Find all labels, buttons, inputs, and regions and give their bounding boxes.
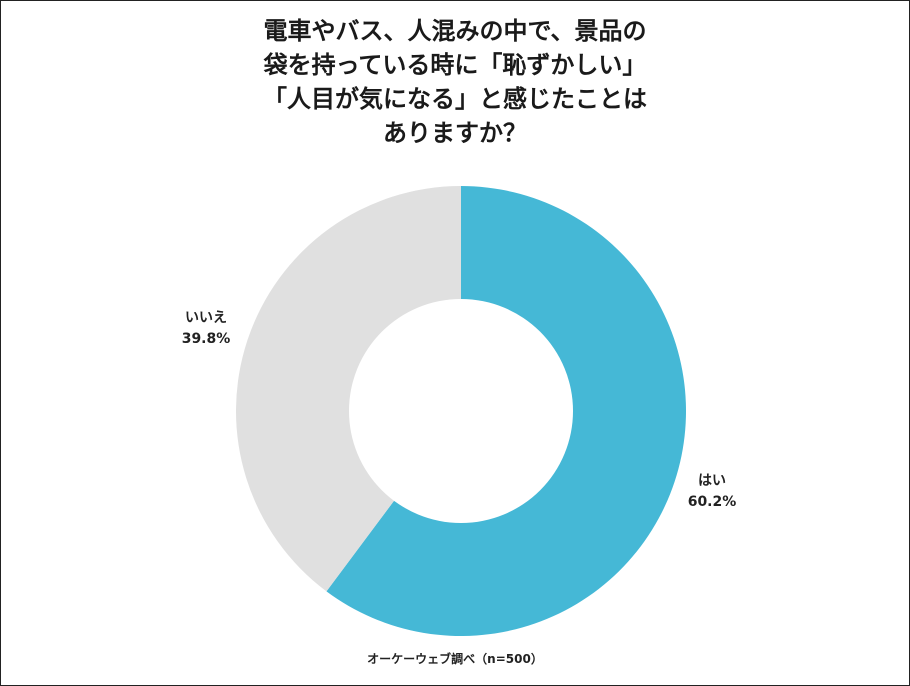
slice-value-yes: 60.2% [688,494,737,510]
chart-title: 電車やバス、人混みの中で、景品の 袋を持っている時に「恥ずかしい」 「人目が気に… [0,14,910,150]
chart-title-line-1: 電車やバス、人混みの中で、景品の [263,17,647,45]
source-note: オーケーウェブ調べ（n=500） [367,652,543,666]
slice-label-no: いいえ [185,310,227,326]
chart-title-line-2: 袋を持っている時に「恥ずかしい」 [263,51,647,79]
slice-no [235,186,461,592]
chart-title-line-3: 「人目が気になる」と感じたことは [263,85,647,113]
slice-label-yes: はい [698,473,726,489]
chart-title-line-4: ありますか？ [383,119,527,147]
donut-hole [349,299,573,523]
slice-value-no: 39.8% [182,331,231,347]
